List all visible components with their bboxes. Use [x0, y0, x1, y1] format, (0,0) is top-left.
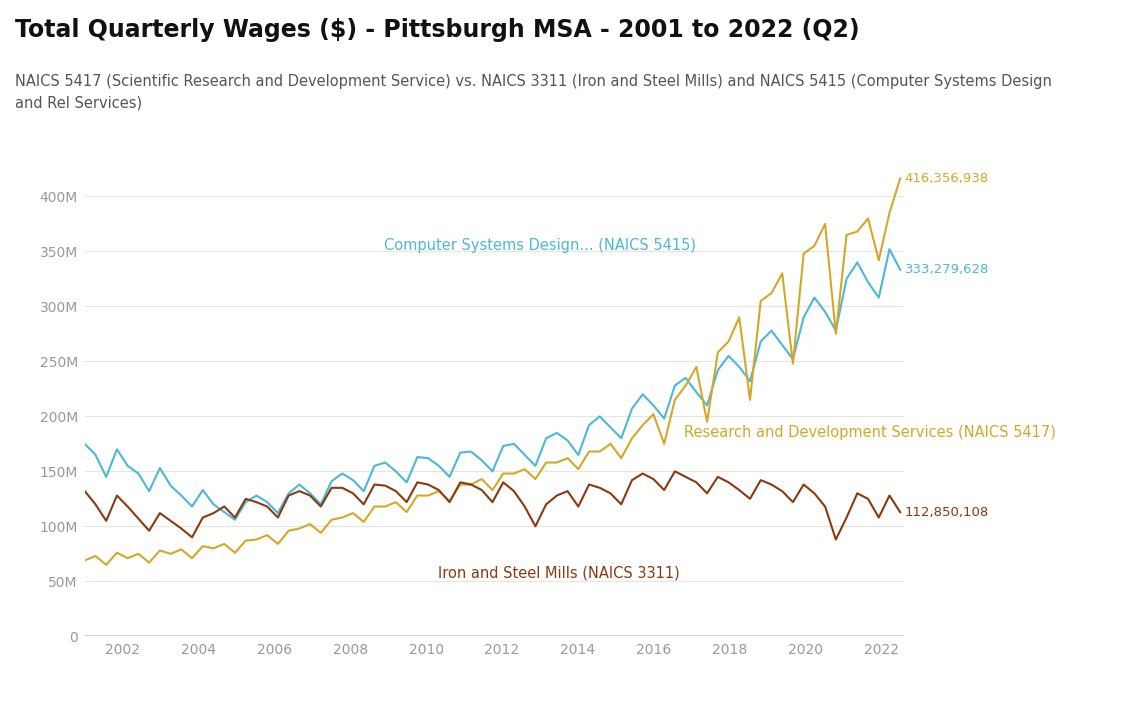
Text: Computer Systems Design... (NAICS 5415): Computer Systems Design... (NAICS 5415) [384, 238, 696, 253]
Text: Iron and Steel Mills (NAICS 3311): Iron and Steel Mills (NAICS 3311) [438, 565, 680, 580]
Text: Total Quarterly Wages ($) - Pittsburgh MSA - 2001 to 2022 (Q2): Total Quarterly Wages ($) - Pittsburgh M… [15, 18, 859, 42]
Text: Research and Development Services (NAICS 5417): Research and Development Services (NAICS… [684, 426, 1055, 440]
Text: 416,356,938: 416,356,938 [905, 172, 989, 185]
Text: 112,850,108: 112,850,108 [905, 506, 989, 519]
Text: NAICS 5417 (Scientific Research and Development Service) vs. NAICS 3311 (Iron an: NAICS 5417 (Scientific Research and Deve… [15, 74, 1052, 110]
Text: 333,279,628: 333,279,628 [905, 263, 989, 276]
